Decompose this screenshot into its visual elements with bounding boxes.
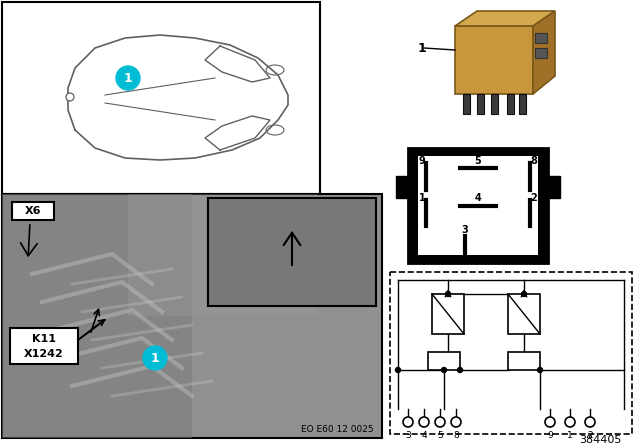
Text: 2: 2: [587, 431, 593, 439]
Circle shape: [442, 367, 447, 372]
Bar: [2, 194, 192, 438]
Text: 4: 4: [475, 193, 481, 203]
Text: X1242: X1242: [24, 349, 64, 359]
Circle shape: [451, 417, 461, 427]
Text: 2: 2: [531, 193, 538, 203]
Circle shape: [419, 417, 429, 427]
Bar: [2, 2, 320, 194]
Text: EO E60 12 0025: EO E60 12 0025: [301, 426, 374, 435]
Text: 8: 8: [453, 431, 459, 439]
Polygon shape: [533, 11, 555, 94]
Bar: [519, 94, 526, 114]
Text: 5: 5: [475, 156, 481, 166]
Bar: [508, 352, 540, 370]
Text: 1: 1: [150, 352, 159, 365]
Circle shape: [66, 93, 74, 101]
Bar: [546, 176, 560, 198]
Bar: [535, 33, 547, 43]
Text: 9: 9: [547, 431, 553, 439]
Text: 3: 3: [405, 431, 411, 439]
Text: 3: 3: [461, 225, 468, 235]
Text: 8: 8: [531, 156, 538, 166]
Text: 1: 1: [567, 431, 573, 439]
Bar: [477, 94, 484, 114]
Circle shape: [458, 367, 463, 372]
Bar: [208, 198, 376, 306]
Circle shape: [538, 367, 543, 372]
Bar: [2, 194, 382, 438]
Bar: [508, 294, 540, 334]
Text: 9: 9: [419, 156, 426, 166]
Bar: [396, 176, 410, 198]
Text: 5: 5: [437, 431, 443, 439]
Bar: [428, 352, 460, 370]
Circle shape: [585, 417, 595, 427]
Bar: [128, 194, 318, 316]
Circle shape: [143, 346, 167, 370]
Circle shape: [445, 292, 451, 297]
Circle shape: [545, 417, 555, 427]
Circle shape: [565, 417, 575, 427]
Circle shape: [435, 417, 445, 427]
Circle shape: [116, 66, 140, 90]
Bar: [432, 294, 464, 334]
Bar: [10, 328, 78, 364]
Text: 1: 1: [419, 193, 426, 203]
Circle shape: [403, 417, 413, 427]
Bar: [12, 202, 54, 220]
Text: 1: 1: [124, 72, 132, 85]
Bar: [463, 94, 470, 114]
Bar: [455, 26, 533, 94]
Text: 384405: 384405: [580, 435, 622, 445]
Text: 1: 1: [418, 42, 427, 55]
Bar: [418, 156, 538, 255]
Circle shape: [522, 292, 527, 297]
Bar: [408, 148, 548, 263]
Bar: [390, 272, 632, 434]
Polygon shape: [455, 11, 555, 26]
Text: 4: 4: [421, 431, 427, 439]
Bar: [507, 94, 514, 114]
Circle shape: [396, 367, 401, 372]
Text: X6: X6: [25, 206, 41, 216]
Bar: [491, 94, 498, 114]
Text: K11: K11: [32, 334, 56, 344]
Bar: [535, 48, 547, 58]
